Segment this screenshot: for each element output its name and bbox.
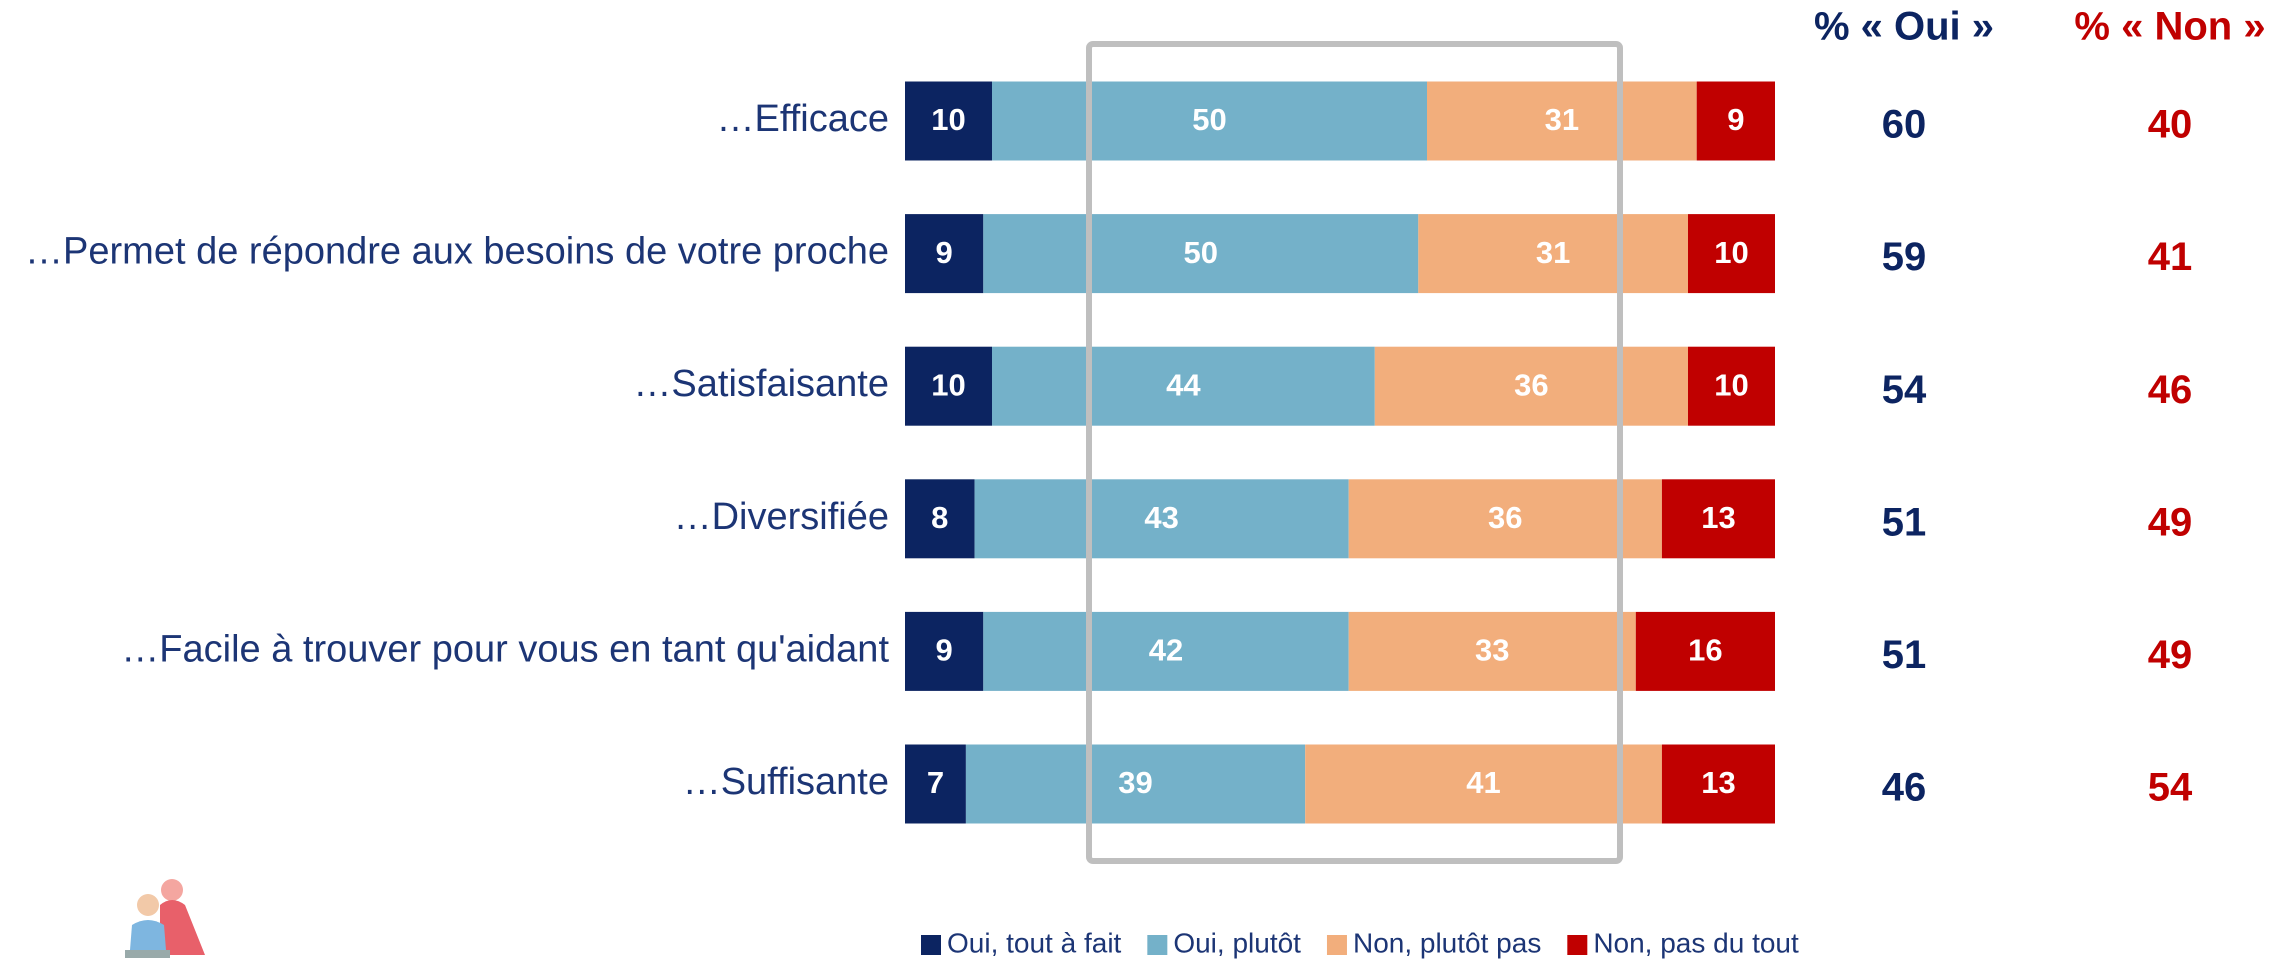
bar-segment bbox=[905, 214, 984, 294]
column-value: 54 bbox=[1882, 368, 1927, 412]
value-label: 50 bbox=[1184, 235, 1218, 270]
value-label: 44 bbox=[1166, 367, 1201, 402]
bar-segment bbox=[1688, 346, 1775, 426]
column-value: 54 bbox=[2148, 766, 2193, 810]
bar-segment bbox=[1661, 744, 1775, 824]
category-label: …Diversifiée bbox=[674, 496, 889, 538]
legend-label: Oui, tout à fait bbox=[947, 927, 1122, 958]
bar-segment bbox=[1348, 611, 1636, 691]
column-value: 49 bbox=[2148, 633, 2193, 677]
column-value: 60 bbox=[1882, 103, 1927, 147]
legend-label: Oui, plutôt bbox=[1173, 927, 1301, 958]
bar-segment bbox=[1348, 479, 1662, 559]
value-label: 10 bbox=[1714, 367, 1748, 402]
value-label: 10 bbox=[1714, 235, 1748, 270]
bar-segment bbox=[965, 744, 1306, 824]
highlight-frame bbox=[1086, 41, 1623, 864]
value-label: 39 bbox=[1118, 765, 1152, 800]
bar-segment bbox=[983, 214, 1419, 294]
value-label: 8 bbox=[931, 500, 948, 535]
column-value: 51 bbox=[1882, 633, 1927, 677]
value-label: 42 bbox=[1149, 633, 1183, 668]
column-value: 41 bbox=[2148, 235, 2193, 279]
bar-segment bbox=[905, 744, 966, 824]
column-value: 49 bbox=[2148, 500, 2193, 544]
bar-segment bbox=[992, 346, 1375, 426]
category-label: …Permet de répondre aux besoins de votre… bbox=[25, 231, 889, 273]
column-header: % « Non » bbox=[2074, 5, 2265, 49]
value-label: 7 bbox=[927, 765, 944, 800]
value-label: 13 bbox=[1701, 500, 1735, 535]
value-label: 36 bbox=[1488, 500, 1522, 535]
bar-segment bbox=[1661, 479, 1775, 559]
value-label: 9 bbox=[936, 235, 953, 270]
value-label: 13 bbox=[1701, 765, 1735, 800]
value-label: 10 bbox=[931, 102, 965, 137]
value-label: 9 bbox=[936, 633, 953, 668]
bar-segment bbox=[1696, 81, 1775, 161]
value-label: 43 bbox=[1144, 500, 1178, 535]
bar-segment bbox=[905, 479, 975, 559]
value-label: 16 bbox=[1688, 633, 1722, 668]
value-label: 36 bbox=[1514, 367, 1548, 402]
bar-segment bbox=[1635, 611, 1775, 691]
bar-segment bbox=[1374, 346, 1688, 426]
icon bbox=[125, 879, 205, 958]
legend-label: Non, plutôt pas bbox=[1353, 927, 1541, 958]
column-header: % « Oui » bbox=[1814, 5, 1994, 49]
legend-swatch bbox=[1326, 935, 1347, 955]
bar-segment bbox=[983, 611, 1349, 691]
bar-segment bbox=[1688, 214, 1775, 294]
legend-swatch bbox=[921, 935, 941, 955]
column-value: 46 bbox=[2148, 368, 2193, 412]
value-label: 9 bbox=[1727, 102, 1744, 137]
bar-segment bbox=[905, 611, 984, 691]
value-label: 41 bbox=[1466, 765, 1500, 800]
bar-segment bbox=[974, 479, 1349, 559]
bar-segment bbox=[992, 81, 1427, 161]
column-value: 40 bbox=[2148, 103, 2193, 147]
category-label: …Facile à trouver pour vous en tant qu'a… bbox=[121, 628, 889, 670]
column-value: 51 bbox=[1882, 500, 1927, 544]
bar-segment bbox=[905, 81, 992, 161]
legend-swatch bbox=[1567, 935, 1588, 955]
value-label: 31 bbox=[1545, 102, 1579, 137]
bar-segment bbox=[1427, 81, 1697, 161]
bar-segment bbox=[1418, 214, 1688, 294]
column-value: 59 bbox=[1882, 235, 1927, 279]
value-label: 50 bbox=[1192, 102, 1226, 137]
bar-segment bbox=[905, 346, 992, 426]
legend-label: Non, pas du tout bbox=[1593, 927, 1799, 958]
category-label: …Suffisante bbox=[683, 761, 889, 803]
bar-segment bbox=[1305, 744, 1662, 824]
column-value: 46 bbox=[1882, 766, 1927, 810]
value-label: 10 bbox=[931, 367, 965, 402]
category-label: …Satisfaisante bbox=[633, 363, 889, 405]
value-label: 31 bbox=[1536, 235, 1570, 270]
legend-swatch bbox=[1147, 935, 1168, 955]
category-label: …Efficace bbox=[717, 98, 889, 140]
value-label: 33 bbox=[1475, 633, 1509, 668]
